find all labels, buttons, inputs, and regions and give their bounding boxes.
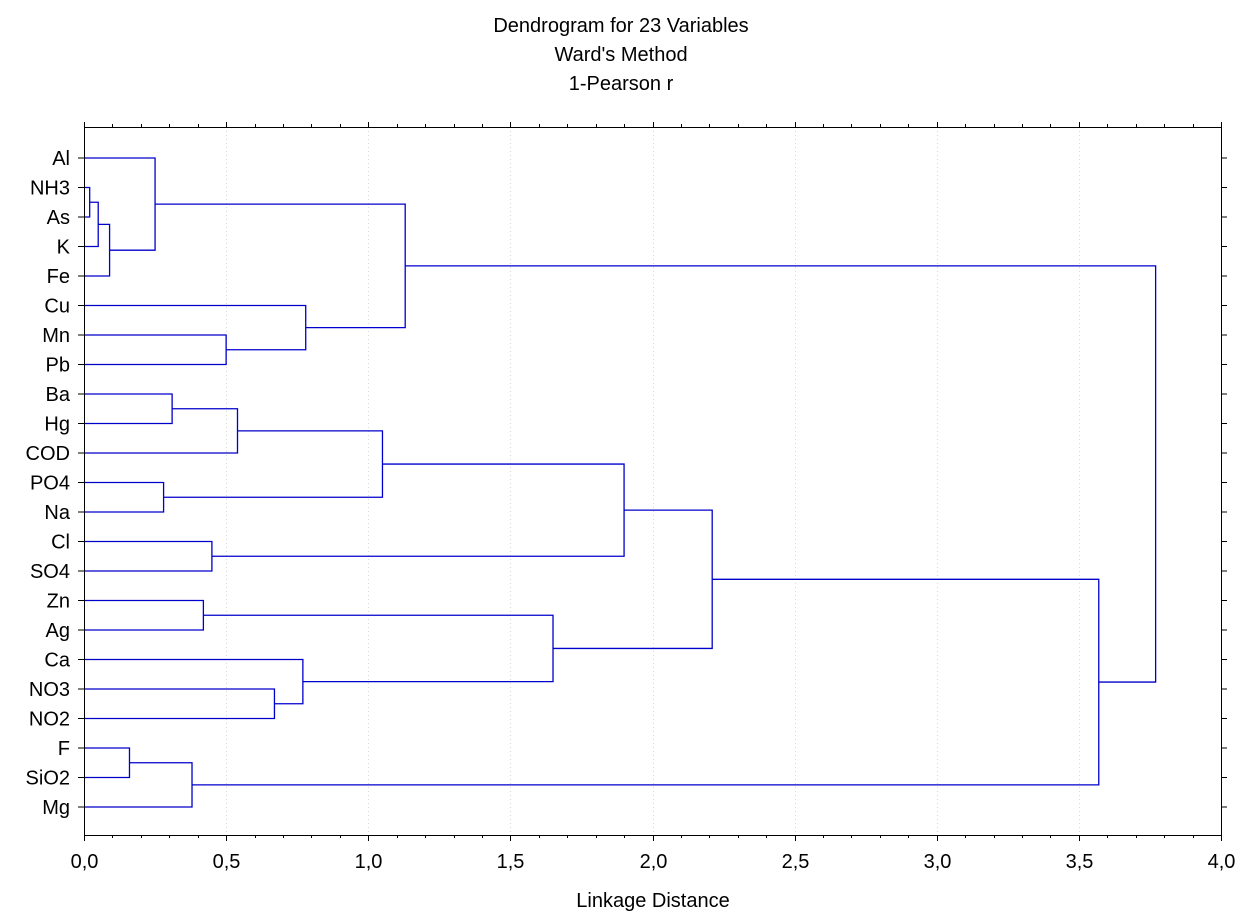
x-tick-label: 0,0	[71, 851, 99, 873]
dendrogram-link	[405, 265, 1157, 683]
leaf-label: Al	[52, 148, 70, 170]
dendrogram-link	[84, 599, 205, 631]
dendrogram-link	[84, 540, 213, 572]
dendrogram-link	[84, 747, 131, 779]
leaf-label: NH3	[30, 178, 70, 200]
dendrogram-link	[163, 430, 384, 498]
dendrogram-link	[155, 203, 406, 329]
leaf-label: NO3	[29, 679, 70, 701]
dendrogram-link	[84, 304, 307, 351]
leaf-label: SiO2	[26, 768, 70, 790]
leaf-label: Ba	[46, 384, 71, 406]
leaf-label: PO4	[30, 473, 70, 495]
chart-title: Dendrogram for 23 Variables	[493, 15, 749, 37]
dendrogram-link	[84, 408, 239, 454]
x-axis-title: Linkage Distance	[576, 890, 729, 912]
leaf-label: F	[58, 738, 70, 760]
leaf-label: As	[47, 207, 70, 229]
leaf-label: Fe	[47, 266, 70, 288]
leaf-label: Ag	[46, 620, 70, 642]
x-tick-label: 4,0	[1208, 851, 1236, 873]
leaf-label: NO2	[29, 709, 70, 731]
leaf-label: Ca	[44, 650, 70, 672]
dendrogram-link	[84, 334, 227, 366]
leaf-label: COD	[26, 443, 70, 465]
leaf-label: SO4	[30, 561, 70, 583]
leaf-label: Zn	[47, 591, 70, 613]
grid-layer	[226, 127, 1080, 835]
leaf-label: Hg	[44, 414, 70, 436]
link-layer	[84, 157, 1157, 808]
leaf-label: Cu	[44, 296, 70, 318]
label-layer: 0,0 0,5 1,0 1,5 2,0 2,5 3,0 3,5 4,0 Al NH3 As K Fe Cu M…	[26, 148, 1236, 873]
leaf-label: K	[57, 237, 71, 259]
dendrogram-link	[84, 688, 276, 720]
x-tick-label: 1,0	[355, 851, 383, 873]
plot-frame	[84, 127, 1222, 836]
x-tick-label: 3,5	[1066, 851, 1094, 873]
dendrogram-link	[84, 201, 99, 248]
dendrogram-link	[84, 223, 111, 277]
dendrogram-link	[84, 393, 173, 425]
leaf-label: Mn	[42, 325, 70, 347]
dendrogram-link	[203, 614, 554, 683]
leaf-label: Na	[44, 502, 70, 524]
leaf-label: Mg	[42, 797, 70, 819]
x-tick-label: 0,5	[213, 851, 241, 873]
x-tick-label: 2,5	[782, 851, 810, 873]
tick-layer	[78, 122, 1227, 841]
dendrogram-link	[84, 157, 156, 251]
leaf-label: Cl	[51, 532, 70, 554]
x-tick-label: 2,0	[640, 851, 668, 873]
chart-subtitle-2: 1-Pearson r	[568, 73, 674, 95]
dendrogram-link	[211, 463, 625, 557]
dendrogram-link	[192, 578, 1100, 786]
x-tick-label: 1,5	[497, 851, 525, 873]
dendrogram-link	[84, 658, 304, 705]
leaf-label: Pb	[46, 355, 70, 377]
x-tick-label: 3,0	[924, 851, 952, 873]
chart-titles: Dendrogram for 23 Variables Ward's Metho…	[0, 12, 1242, 99]
dendrogram-link	[84, 762, 193, 808]
chart-subtitle: Ward's Method	[554, 44, 688, 66]
dendrogram-link	[553, 509, 713, 650]
dendrogram-link	[84, 481, 165, 513]
